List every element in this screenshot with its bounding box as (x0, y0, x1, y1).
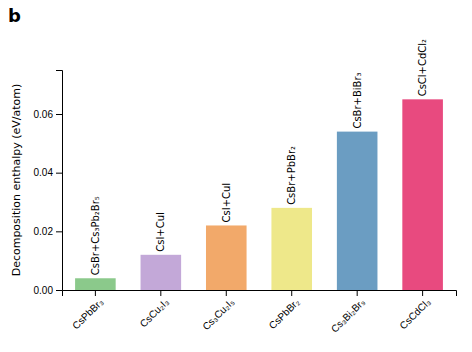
annotation: CsBr+BiBr₃ (352, 72, 363, 128)
annotation: CsBr+Cs₃Pb₂Br₅ (90, 196, 101, 275)
tick: 0.04 (34, 167, 62, 178)
tick-label: 0.06 (34, 109, 54, 120)
tick-mark (357, 290, 358, 296)
tick: CsCdCl₃ (397, 290, 432, 331)
tick: Cs₃Cu₂I₅ (200, 290, 236, 332)
annotation: CsI+CuI (155, 212, 166, 252)
tick-label: CsPbBr₂ (267, 296, 302, 331)
tick: CsPbBr₂ (267, 290, 302, 331)
bars (75, 99, 443, 290)
tick-label: CsCu₂I₃ (138, 296, 171, 329)
tick-mark (226, 290, 227, 296)
bar (337, 132, 378, 290)
tick-label: CsCdCl₃ (397, 296, 432, 331)
tick-label: 0.00 (34, 285, 54, 296)
chart: CsBr+Cs₃Pb₂Br₅ CsI+CuI CsI+CuI CsBr+PbBr₂ Cs… (0, 0, 472, 352)
title: b (8, 5, 21, 26)
y-axis-title: Decomposition enthalpy (eV/atom) (10, 84, 23, 277)
y-axis: 0.00 0.02 0.04 0.06 (34, 71, 63, 296)
tick-mark (160, 290, 161, 296)
annotation: CsBr+PbBr₂ (286, 146, 297, 205)
bar (75, 278, 116, 290)
tick: 0.02 (34, 226, 62, 237)
annotation: CsCl+CdCl₂ (417, 39, 428, 96)
bar (141, 255, 182, 290)
bar (206, 225, 247, 290)
tick-mark (56, 173, 62, 174)
tick: 0.00 (34, 285, 62, 296)
bar (402, 99, 443, 290)
annotation: CsI+CuI (221, 183, 232, 223)
tick-mark (422, 290, 423, 296)
tick-mark (291, 290, 292, 296)
axis-line (63, 291, 457, 297)
tick: CsPbBr₃ (70, 290, 105, 331)
tick-mark (56, 231, 62, 232)
bar (271, 208, 312, 290)
tick-mark (56, 290, 62, 291)
axis-line (56, 71, 63, 291)
tick-mark (56, 114, 62, 115)
plot: CsBr+Cs₃Pb₂Br₅ CsI+CuI CsI+CuI CsBr+PbBr₂ Cs… (34, 39, 457, 335)
x-axis: CsPbBr₃ CsCu₂I₃ Cs₃Cu₂I₅ CsPbBr₂ Cs₃Bi₂Br₉ Cs… (63, 290, 457, 335)
tick-label: CsPbBr₃ (70, 296, 105, 331)
tick: 0.06 (34, 109, 62, 120)
tick: CsCu₂I₃ (138, 290, 171, 329)
tick: Cs₃Bi₂Br₉ (329, 290, 367, 335)
tick-mark (95, 290, 96, 296)
tick-label: 0.02 (34, 226, 54, 237)
tick-label: 0.04 (34, 167, 54, 178)
annotations: CsBr+Cs₃Pb₂Br₅ CsI+CuI CsI+CuI CsBr+PbBr₂ Cs… (90, 39, 428, 275)
tick-label: Cs₃Cu₂I₅ (200, 296, 236, 332)
tick-label: Cs₃Bi₂Br₉ (329, 296, 367, 334)
